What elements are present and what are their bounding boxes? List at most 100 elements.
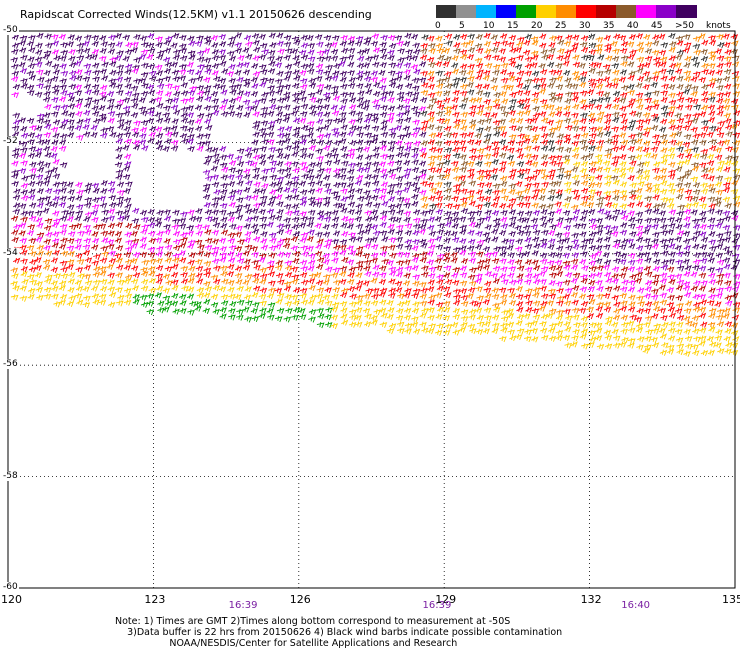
wind-barb [556,287,564,294]
wind-barb [571,215,579,222]
wind-barb [570,291,579,299]
wind-barb [428,42,436,49]
wind-barb [634,316,643,323]
wind-barb [683,350,691,357]
wind-barb [364,223,373,230]
wind-barb [708,110,716,117]
wind-barb [483,32,491,40]
wind-barb [292,117,301,124]
wind-barb [444,291,452,299]
wind-barb [133,78,141,85]
wind-barb [716,62,724,69]
wind-barb [562,154,571,161]
wind-barb [459,146,467,153]
wind-barb [565,244,573,252]
wind-barb [596,90,604,97]
wind-barb [268,214,276,221]
wind-barb [444,140,452,147]
wind-barb [626,102,635,109]
wind-barb [220,166,229,173]
wind-barb [403,216,411,223]
wind-barb [538,203,547,211]
wind-barb [506,154,515,161]
wind-barb [35,69,44,76]
wind-barb [258,200,267,208]
wind-barb [635,211,644,218]
wind-barb [42,259,51,266]
wind-barb [234,69,242,76]
wind-barb [235,278,243,286]
wind-barb [245,105,253,112]
wind-barb [211,258,220,265]
wind-barb [83,102,92,109]
wind-barb [11,180,19,188]
wind-barb [676,49,685,56]
wind-barb [155,139,163,147]
wind-barb [660,90,669,97]
wind-barb [242,69,251,76]
wind-barb [427,61,436,69]
wind-barb [379,140,387,147]
wind-barb [59,55,67,62]
wind-barb [186,230,195,237]
wind-barb [268,195,277,202]
wind-barb [690,56,699,63]
wind-barb [196,112,205,120]
wind-barb [322,231,331,238]
wind-barb [292,231,301,238]
wind-barb [186,61,194,68]
wind-barb [347,148,356,155]
wind-barb [394,280,403,287]
wind-barb [612,69,620,76]
wind-barb [453,175,461,182]
wind-barb [605,229,613,236]
wind-barb [309,294,317,301]
wind-barb [165,279,173,287]
wind-barb [700,280,708,287]
wind-barb [277,168,285,175]
wind-barb [611,134,620,141]
wind-barb [451,55,459,62]
wind-barb [659,299,668,306]
wind-barb [506,71,515,78]
wind-barb [355,146,364,153]
wind-barb [244,273,253,280]
wind-barb [652,194,660,201]
wind-barb [147,222,156,229]
wind-barb [442,300,451,307]
wind-barb [701,83,709,91]
wind-barb [322,253,331,260]
wind-barb [11,34,20,41]
wind-barb [283,34,292,42]
wind-barb [387,183,396,190]
wind-barb [228,244,237,252]
wind-barb [260,175,268,182]
wind-barb [548,41,556,49]
wind-barb [692,223,701,230]
wind-barb [619,167,627,174]
wind-barb [274,117,283,125]
wind-barb [498,287,507,294]
wind-barb [508,299,517,307]
wind-barb [324,75,333,82]
wind-barb [683,182,692,189]
wind-barb [148,131,156,138]
wind-barb [653,56,661,63]
wind-barb [666,182,675,189]
wind-barb [611,55,620,62]
wind-barb [652,134,660,141]
wind-barb [91,203,100,211]
wind-barb [707,208,715,215]
wind-barb [668,32,676,40]
wind-barb [524,145,532,152]
wind-barb [547,229,556,237]
wind-barb [459,63,468,70]
wind-barb [515,293,524,301]
wind-barb [315,293,324,300]
wind-barb [706,183,715,190]
wind-barb [707,104,716,111]
wind-barb [315,279,324,286]
wind-barb [644,202,652,209]
wind-barb [282,243,291,250]
wind-barb [259,300,267,307]
